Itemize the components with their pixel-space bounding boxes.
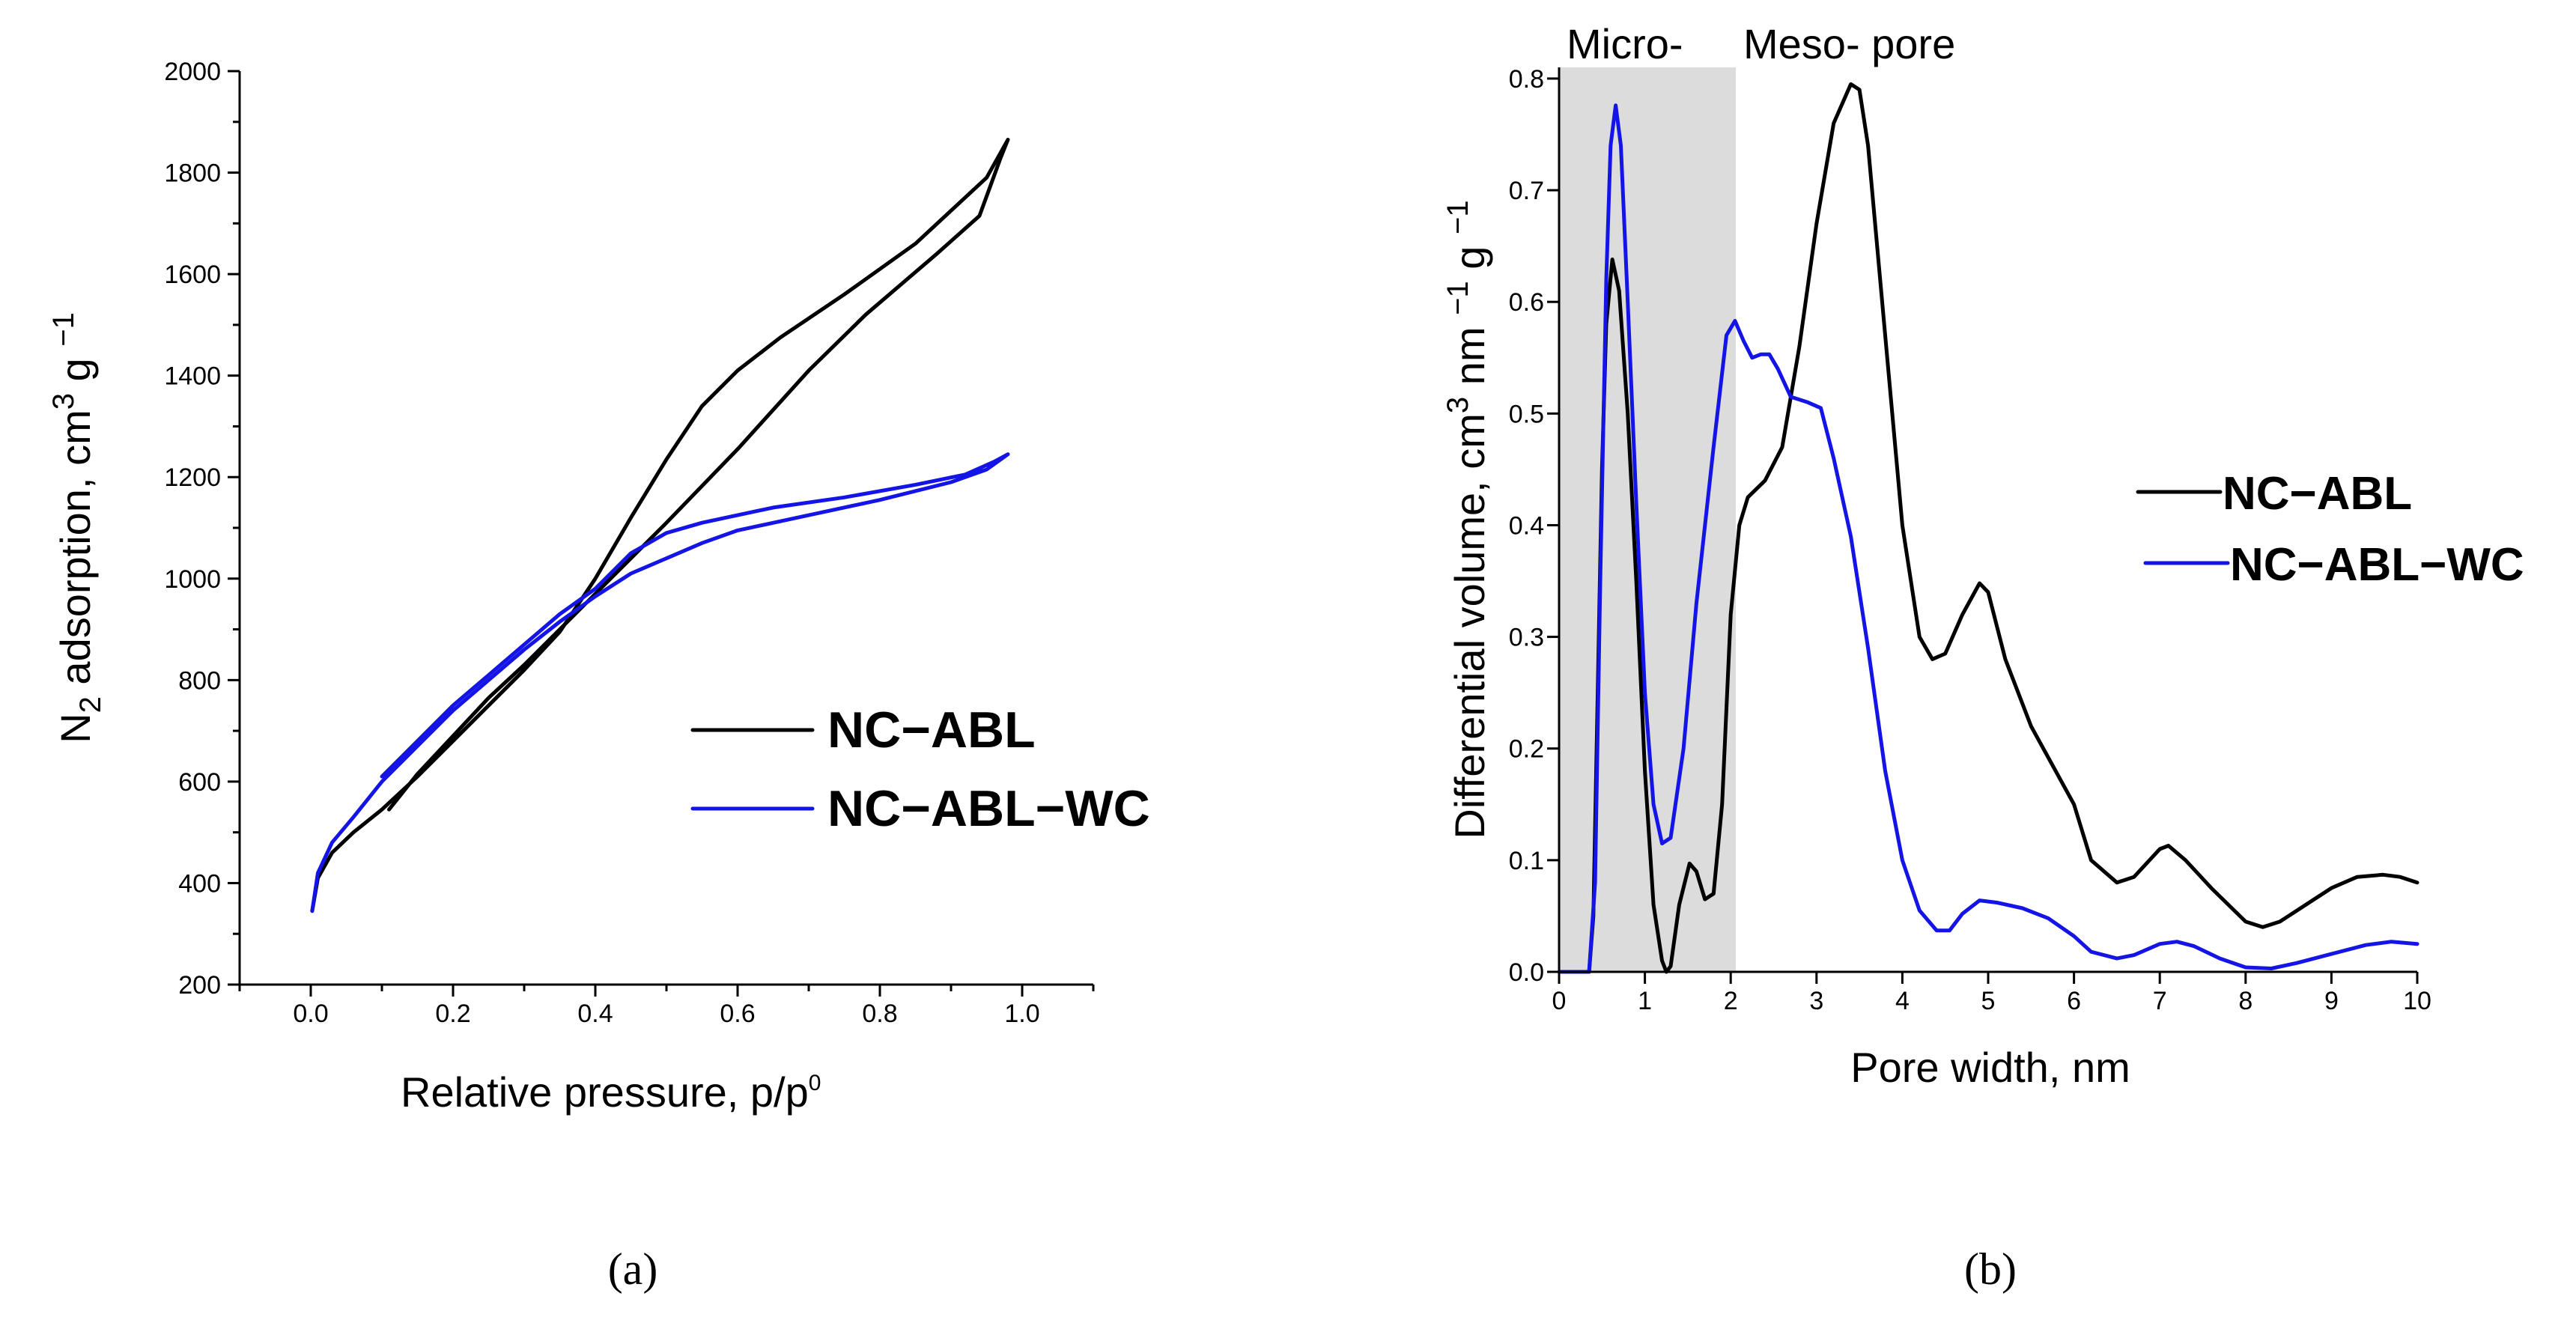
y-tick-label: 600 <box>178 768 221 797</box>
y-tick-label: 0.7 <box>1509 177 1544 205</box>
chart-b-pore-distribution: Micro- Meso- pore 0 1 2 3 4 5 6 7 8 9 100.00.10.20… <box>1442 20 2524 1294</box>
x-tick-label: 1 <box>1638 987 1652 1015</box>
x-tick-label: 2 <box>1724 987 1738 1015</box>
x-tick-label: 0.6 <box>720 1000 755 1028</box>
y-tick-label: 0.4 <box>1509 511 1544 540</box>
x-tick-label: 9 <box>2324 987 2339 1015</box>
chart-b-x-axis-title: Pore width, nm <box>1850 1044 2130 1091</box>
y-tick-label: 200 <box>178 971 221 1000</box>
legend-label-nc-abl: NC−ABL <box>827 702 1036 758</box>
x-tick-label: 8 <box>2238 987 2253 1015</box>
chart-b-ticks: 0 1 2 3 4 5 6 7 8 9 10 0.0 0.1 0.2 0.3 0.4 0.5 0.6 0.7 0.8 <box>1509 65 2431 1015</box>
y-tick-label: 1600 <box>164 261 221 289</box>
chart-b-caption: (b) <box>1964 1244 2017 1294</box>
series-line-nc-abl-wc <box>1557 103 2419 974</box>
x-tick-label: 0.8 <box>862 1000 897 1028</box>
chart-b-series <box>1557 82 2419 974</box>
chart-a-ticks: 0.0 0.2 0.4 0.6 0.8 1.0 200 400 600 800 1000 1200 14… <box>164 58 1095 1028</box>
series-line-nc-abl <box>1557 82 2419 974</box>
series-line-nc-abl-wc <box>310 452 1010 913</box>
chart-a-y-axis-title: N2 adsorption, cm3 g −1 <box>47 312 107 743</box>
chart-a-isotherm: 0.0 0.2 0.4 0.6 0.8 1.0 200 400 600 800 1000 1200 14… <box>47 58 1150 1294</box>
mesopore-region-label: Meso- pore <box>1743 20 1955 67</box>
x-tick-label: 0.0 <box>293 1000 328 1028</box>
chart-a-legend: NC−ABL NC−ABL−WC <box>690 702 1150 837</box>
y-tick-label: 1200 <box>164 463 221 492</box>
y-tick-label: 800 <box>178 666 221 695</box>
chart-b-y-axis-title: Differential volume, cm3 nm −1 g −1 <box>1442 200 1493 839</box>
chart-a-series <box>310 138 1010 913</box>
x-tick-label: 0.4 <box>577 1000 613 1028</box>
y-tick-label: 0.0 <box>1509 958 1544 987</box>
y-tick-label: 0.3 <box>1509 624 1544 652</box>
y-tick-label: 0.5 <box>1509 400 1544 428</box>
chart-b-legend: NC−ABL NC−ABL−WC <box>2136 468 2524 591</box>
x-tick-label: 5 <box>1981 987 1996 1015</box>
legend-label-nc-abl-wc: NC−ABL−WC <box>2230 539 2524 591</box>
x-tick-label: 10 <box>2403 987 2431 1015</box>
y-tick-label: 1000 <box>164 565 221 594</box>
x-tick-label: 6 <box>2067 987 2081 1015</box>
x-tick-label: 7 <box>2153 987 2167 1015</box>
x-tick-label: 3 <box>1809 987 1823 1015</box>
y-tick-label: 1800 <box>164 159 221 188</box>
y-tick-label: 400 <box>178 869 221 898</box>
chart-a-axes <box>238 71 1093 986</box>
y-tick-label: 0.2 <box>1509 735 1544 764</box>
y-tick-label: 0.8 <box>1509 65 1544 94</box>
micropore-region-label: Micro- <box>1567 20 1683 67</box>
legend-label-nc-abl-wc: NC−ABL−WC <box>827 780 1150 837</box>
y-tick-label: 1400 <box>164 362 221 391</box>
x-tick-label: 1.0 <box>1004 1000 1039 1028</box>
x-tick-label: 4 <box>1895 987 1910 1015</box>
legend-label-nc-abl: NC−ABL <box>2223 468 2412 520</box>
y-tick-label: 2000 <box>164 58 221 86</box>
chart-a-caption: (a) <box>608 1244 658 1294</box>
x-tick-label: 0 <box>1552 987 1567 1015</box>
y-tick-label: 0.6 <box>1509 288 1544 317</box>
chart-a-x-axis-title: Relative pressure, p/p0 <box>401 1068 821 1116</box>
x-tick-label: 0.2 <box>435 1000 470 1028</box>
y-tick-label: 0.1 <box>1509 847 1544 875</box>
